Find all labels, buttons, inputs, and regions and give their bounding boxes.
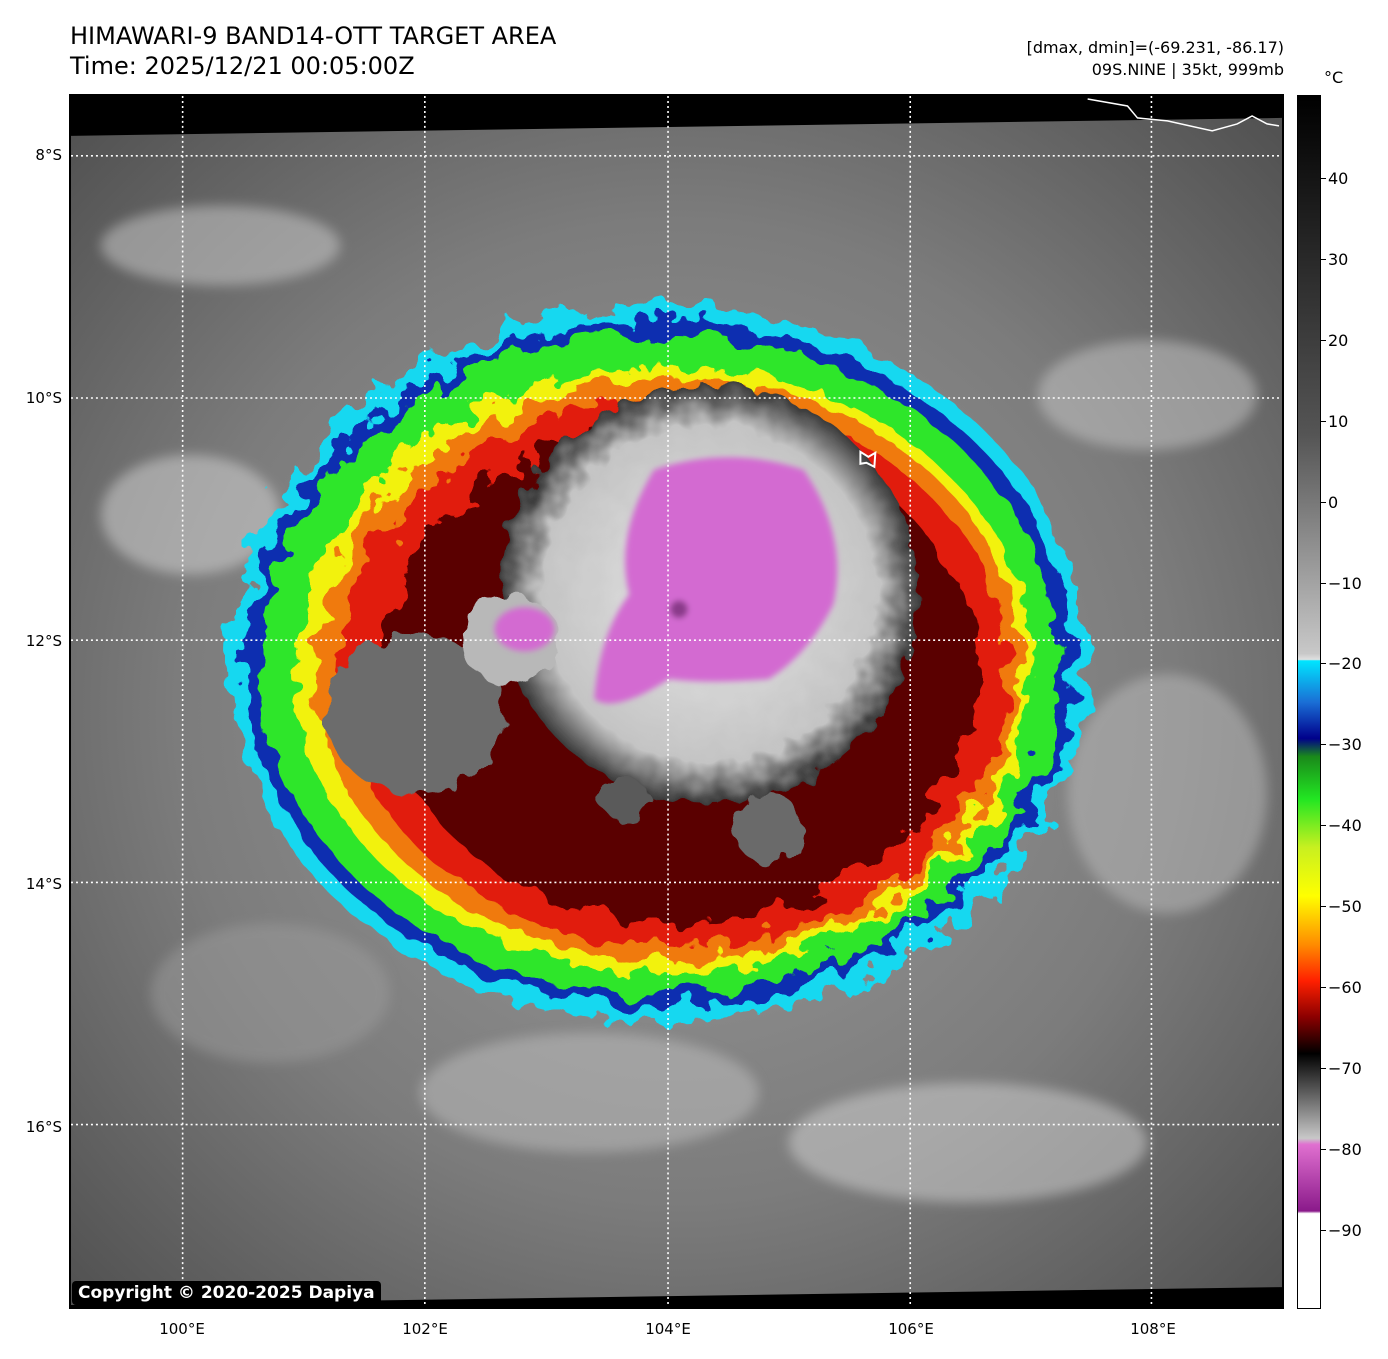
- colorbar-tick-mark: [1321, 987, 1326, 988]
- colorbar-tick-label: −20: [1328, 654, 1362, 674]
- colorbar-tick-mark: [1321, 663, 1326, 665]
- colorbar: [1297, 95, 1321, 1309]
- colorbar-tick-mark: [1321, 178, 1326, 179]
- colorbar-tick-label: −60: [1328, 978, 1362, 997]
- colorbar-tick-mark: [1321, 501, 1326, 503]
- colorbar-tick-mark: [1321, 582, 1326, 584]
- scattered-clouds: [100, 205, 1268, 1203]
- observation-time: Time: 2025/12/21 00:05:00Z: [70, 52, 415, 80]
- lat-label-16s: 16°S: [25, 1118, 62, 1136]
- lon-label-102e: 102°E: [402, 1320, 448, 1338]
- colorbar-tick-label: −40: [1328, 816, 1362, 836]
- colorbar-tick-mark: [1321, 420, 1326, 422]
- colorbar-tick-label: −80: [1328, 1139, 1362, 1159]
- colorbar-tick-label: 10: [1328, 411, 1349, 431]
- colorbar-tick-mark: [1321, 1148, 1326, 1150]
- coastline: [1087, 98, 1280, 132]
- satellite-image: [69, 94, 1284, 1309]
- colorbar-tick-mark: [1321, 906, 1326, 908]
- colorbar-unit: °C: [1324, 68, 1344, 87]
- lat-label-14s: 14°S: [25, 875, 62, 893]
- colorbar-tick-label: −30: [1328, 735, 1362, 755]
- colorbar-tick-mark: [1321, 258, 1326, 260]
- island-outline: [859, 450, 877, 469]
- chart-title: HIMAWARI-9 BAND14-OTT TARGET AREA: [70, 22, 557, 50]
- colorbar-tick-label: 20: [1328, 330, 1349, 350]
- colorbar-tick-mark: [1321, 825, 1326, 827]
- lon-label-104e: 104°E: [645, 1320, 691, 1338]
- colorbar-tick-label: −50: [1328, 897, 1362, 917]
- lat-label-10s: 10°S: [25, 389, 62, 407]
- colorbar-tick-label: −90: [1328, 1220, 1362, 1240]
- lon-label-106e: 106°E: [888, 1320, 934, 1338]
- colorbar-tick-mark: [1321, 744, 1326, 746]
- colorbar-tick-label: 0: [1328, 492, 1339, 512]
- colorbar-tick-mark: [1321, 1229, 1326, 1231]
- colorbar-tick-label: −70: [1328, 1058, 1362, 1078]
- colorbar-tick-label: 40: [1328, 169, 1349, 188]
- lat-label-8s: 8°S: [35, 146, 62, 164]
- satellite-map: [71, 96, 1282, 1307]
- lon-label-100e: 100°E: [159, 1320, 205, 1338]
- storm-info: 09S.NINE | 35kt, 999mb: [1091, 60, 1284, 79]
- lon-label-108e: 108°E: [1130, 1320, 1176, 1338]
- temperature-range: [dmax, dmin]=(-69.231, -86.17): [1026, 38, 1284, 57]
- colorbar-tick-label: 30: [1328, 249, 1349, 269]
- copyright-badge: Copyright © 2020-2025 Dapiya: [72, 1281, 381, 1305]
- colorbar-tick-mark: [1321, 1067, 1326, 1069]
- lat-label-12s: 12°S: [25, 632, 62, 650]
- colorbar-tick-mark: [1321, 339, 1326, 341]
- colorbar-tick-label: −10: [1328, 573, 1362, 593]
